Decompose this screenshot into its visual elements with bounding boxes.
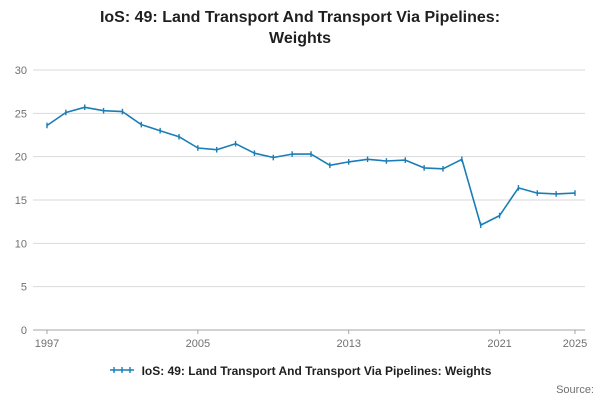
svg-text:5: 5 (21, 282, 27, 294)
svg-text:1997: 1997 (35, 338, 59, 350)
svg-text:0: 0 (21, 325, 27, 337)
svg-text:2005: 2005 (186, 338, 210, 350)
chart-title: IoS: 49: Land Transport And Transport Vi… (99, 9, 501, 47)
svg-text:30: 30 (15, 65, 27, 77)
legend: IoS: 49: Land Transport And Transport Vi… (0, 364, 600, 378)
source-label: Source: (556, 384, 594, 396)
svg-text:20: 20 (15, 152, 27, 164)
series-markers (46, 104, 576, 228)
y-gridlines (33, 69, 585, 288)
y-axis-labels: 0 5 10 15 20 25 30 (15, 65, 27, 337)
svg-text:2025: 2025 (563, 338, 587, 350)
svg-text:2013: 2013 (336, 338, 360, 350)
series-line (46, 106, 576, 226)
svg-text:15: 15 (15, 195, 27, 207)
legend-label: IoS: 49: Land Transport And Transport Vi… (141, 364, 492, 378)
svg-text:25: 25 (15, 108, 27, 120)
svg-text:2021: 2021 (487, 338, 511, 350)
svg-text:10: 10 (15, 238, 27, 250)
line-series-icon-svg (109, 367, 134, 373)
x-axis-labels: 1997 2005 2013 2021 2025 (35, 330, 587, 350)
line-series-icon (109, 364, 135, 378)
